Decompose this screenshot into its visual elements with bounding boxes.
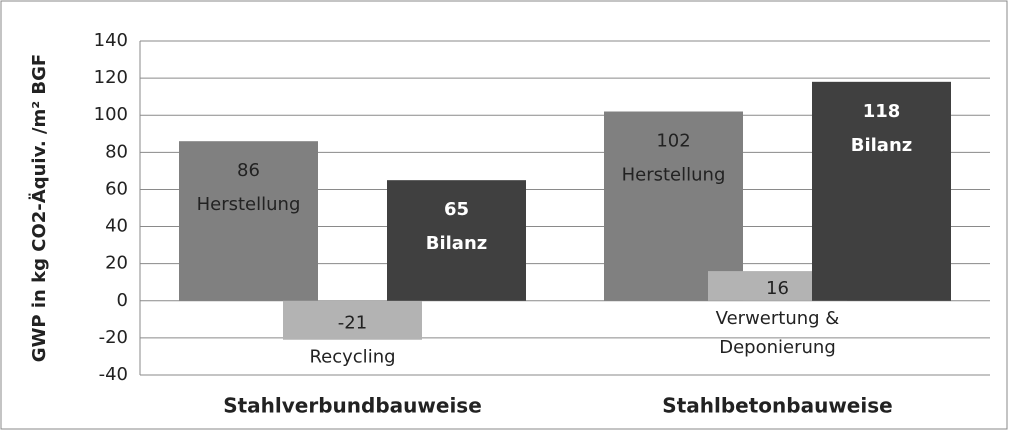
y-tick-label: 100 [94, 104, 128, 125]
data-label-name: Deponierung [719, 337, 836, 358]
data-label: 102 [656, 131, 690, 152]
data-label-name: Herstellung [622, 165, 726, 186]
data-label: 65 [444, 199, 469, 220]
x-tick-label: Stahlverbundbauweise [223, 394, 482, 418]
y-tick-label: 140 [94, 30, 128, 51]
bar [179, 141, 318, 301]
data-label: 118 [863, 101, 901, 122]
bar [283, 300, 422, 340]
data-label-name: Herstellung [197, 194, 301, 215]
data-label-name: Bilanz [426, 233, 488, 254]
y-tick-label: 40 [105, 216, 128, 237]
y-tick-label: -40 [99, 364, 128, 385]
data-label-name: Recycling [309, 347, 395, 368]
y-tick-label: 0 [117, 290, 128, 311]
y-tick-label: 20 [105, 253, 128, 274]
y-axis-title: GWP in kg CO2-Äquiv. /m² BGF [28, 54, 50, 362]
y-tick-label: -20 [99, 327, 128, 348]
x-tick-label: Stahlbetonbauweise [662, 394, 892, 418]
data-label: -21 [338, 312, 367, 333]
y-tick-label: 60 [105, 178, 128, 199]
y-tick-label: 80 [105, 141, 128, 162]
bar [812, 81, 951, 301]
data-label: 16 [766, 278, 789, 299]
data-label-name: Bilanz [851, 135, 913, 156]
bar [387, 180, 526, 301]
bar [604, 111, 743, 301]
data-label-name: Verwertung & [716, 308, 840, 329]
data-label: 86 [237, 160, 260, 181]
y-tick-label: 120 [94, 67, 128, 88]
